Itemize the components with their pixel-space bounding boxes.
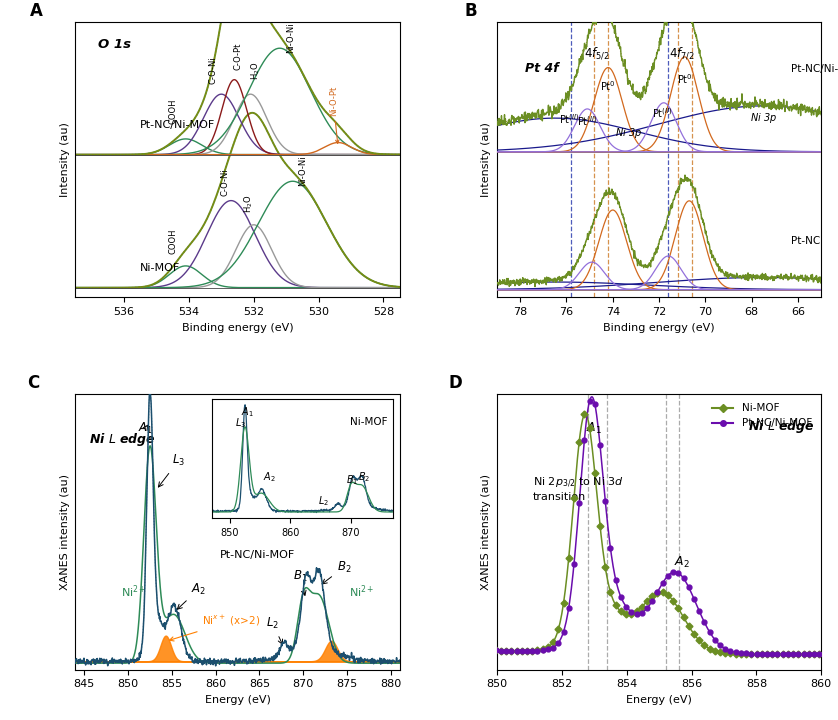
Text: $4f_{5/2}$: $4f_{5/2}$ <box>584 46 609 61</box>
Text: $A_2$: $A_2$ <box>674 554 690 570</box>
Text: Pt-NC/Ni-MOF: Pt-NC/Ni-MOF <box>140 120 215 130</box>
Text: Pt-NC: Pt-NC <box>791 235 820 246</box>
Text: Pt$^{(II)}$: Pt$^{(II)}$ <box>558 112 579 126</box>
Text: A: A <box>30 2 43 20</box>
Text: $L_2$: $L_2$ <box>266 616 282 644</box>
Y-axis label: XANES intensity (au): XANES intensity (au) <box>59 474 70 590</box>
Text: Pt 4f: Pt 4f <box>525 62 558 75</box>
Text: Ni 3$p$: Ni 3$p$ <box>615 127 643 140</box>
X-axis label: Binding energy (eV): Binding energy (eV) <box>182 323 293 333</box>
Text: B: B <box>464 2 477 20</box>
Text: $A_1$: $A_1$ <box>137 421 153 436</box>
Text: Pt$^0$: Pt$^0$ <box>600 78 616 93</box>
Text: $A_1$: $A_1$ <box>587 421 603 436</box>
X-axis label: Energy (eV): Energy (eV) <box>626 695 692 705</box>
Text: Ni-O-Ni: Ni-O-Ni <box>287 22 296 53</box>
Text: COOH: COOH <box>168 228 177 254</box>
Text: Pt-NC/Ni-MOF: Pt-NC/Ni-MOF <box>791 64 838 74</box>
Text: $A_2$: $A_2$ <box>178 582 206 609</box>
Text: Pt$^{(II)}$: Pt$^{(II)}$ <box>652 107 673 120</box>
Text: H$_2$O: H$_2$O <box>243 194 255 212</box>
Legend: Ni-MOF, Pt-NC/Ni-MOF: Ni-MOF, Pt-NC/Ni-MOF <box>708 399 816 433</box>
Text: Pt$^{(II)}$: Pt$^{(II)}$ <box>577 114 597 127</box>
Text: D: D <box>448 374 462 392</box>
Text: Ni 3$p$: Ni 3$p$ <box>750 111 777 125</box>
Text: C-O-Pt: C-O-Pt <box>233 42 242 70</box>
Text: $L_3$: $L_3$ <box>158 454 185 487</box>
Text: H$_2$O: H$_2$O <box>249 61 261 80</box>
Text: Pt-NC/Ni-MOF: Pt-NC/Ni-MOF <box>220 550 295 560</box>
Text: O 1s: O 1s <box>98 38 131 51</box>
Text: C-O-Ni: C-O-Ni <box>220 168 229 196</box>
Text: COOH: COOH <box>168 99 177 125</box>
Text: Pt$^0$: Pt$^0$ <box>677 73 692 86</box>
Text: $4f_{7/2}$: $4f_{7/2}$ <box>670 46 696 61</box>
Y-axis label: XANES intensity (au): XANES intensity (au) <box>481 474 491 590</box>
Y-axis label: Intensity (au): Intensity (au) <box>59 122 70 197</box>
Text: Ni-MOF: Ni-MOF <box>140 263 180 273</box>
Text: Ni $L$ edge: Ni $L$ edge <box>89 431 155 448</box>
X-axis label: Energy (eV): Energy (eV) <box>204 695 271 705</box>
Text: C-O-Ni: C-O-Ni <box>209 57 218 84</box>
Text: Ni 2$p_{3/2}$ to Ni 3$d$
transition: Ni 2$p_{3/2}$ to Ni 3$d$ transition <box>533 476 623 502</box>
Text: Ni$^{2+}$: Ni$^{2+}$ <box>121 583 147 600</box>
Y-axis label: Intensity (au): Intensity (au) <box>481 122 491 197</box>
Text: Ni-O-Ni: Ni-O-Ni <box>297 156 307 186</box>
X-axis label: Binding energy (eV): Binding energy (eV) <box>603 323 715 333</box>
Text: $B_2$: $B_2$ <box>322 560 351 584</box>
Text: Ni-O-Pt: Ni-O-Pt <box>328 86 339 143</box>
Text: Ni$^{x+}$ (x>2): Ni$^{x+}$ (x>2) <box>169 614 261 641</box>
Text: Ni$^{2+}$: Ni$^{2+}$ <box>349 583 375 600</box>
Text: $B_1$: $B_1$ <box>292 569 308 595</box>
Text: Ni $L$ edge: Ni $L$ edge <box>748 418 815 435</box>
Text: C: C <box>27 374 39 392</box>
